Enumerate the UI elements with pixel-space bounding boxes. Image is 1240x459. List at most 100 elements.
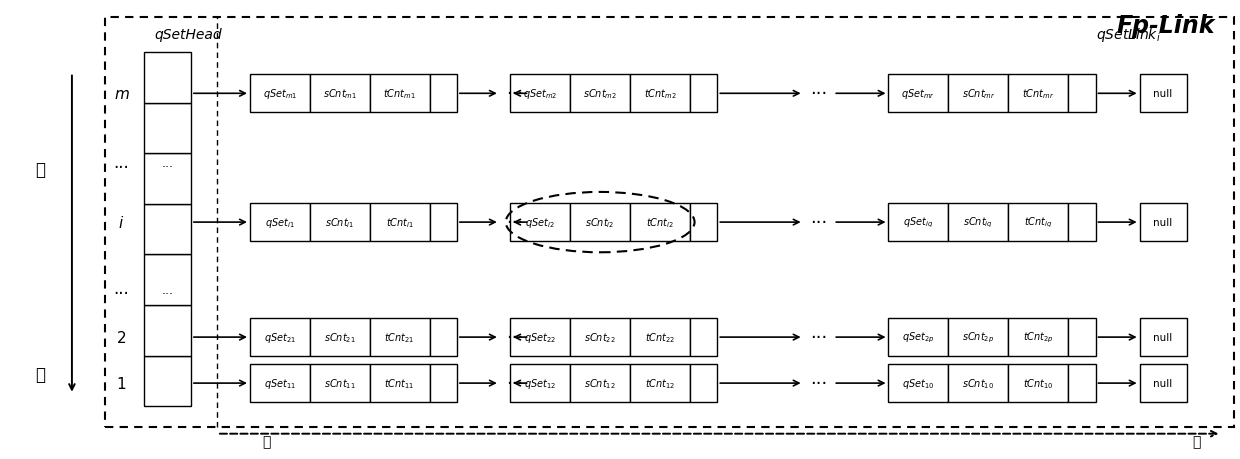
Text: null: null: [1153, 89, 1173, 99]
Bar: [1069, 319, 1096, 356]
Bar: [429, 319, 456, 356]
Bar: [1008, 75, 1069, 113]
Bar: [370, 204, 429, 241]
Bar: [1069, 364, 1096, 402]
Text: $tCnt_{i1}$: $tCnt_{i1}$: [386, 216, 414, 230]
Text: ···: ···: [506, 328, 523, 347]
Bar: [144, 204, 191, 255]
Bar: [689, 75, 717, 113]
Text: $tCnt_{iq}$: $tCnt_{iq}$: [1024, 215, 1053, 230]
Bar: [630, 75, 689, 113]
Text: $sCnt_{22}$: $sCnt_{22}$: [584, 330, 616, 344]
Bar: [888, 204, 949, 241]
Bar: [429, 204, 456, 241]
Bar: [105, 18, 1234, 427]
Text: $qSet_{iq}$: $qSet_{iq}$: [904, 215, 934, 230]
Text: ···: ···: [114, 158, 129, 177]
Text: ···: ···: [161, 161, 174, 174]
Text: $tCnt_{12}$: $tCnt_{12}$: [645, 376, 676, 390]
Text: $sCnt_{i2}$: $sCnt_{i2}$: [585, 216, 615, 230]
Text: ···: ···: [810, 328, 827, 347]
Bar: [949, 204, 1008, 241]
Text: $qSet_{2p}$: $qSet_{2p}$: [903, 330, 935, 345]
Text: $tCnt_{10}$: $tCnt_{10}$: [1023, 376, 1054, 390]
Bar: [949, 75, 1008, 113]
Text: 低: 低: [35, 365, 45, 383]
Text: $1$: $1$: [117, 375, 126, 391]
Text: $tCnt_{m2}$: $tCnt_{m2}$: [644, 87, 677, 101]
Text: null: null: [1153, 332, 1173, 342]
Text: ···: ···: [506, 213, 523, 232]
Text: $qSet_{mr}$: $qSet_{mr}$: [901, 87, 935, 101]
Text: ···: ···: [114, 285, 129, 303]
Bar: [370, 364, 429, 402]
Text: $qSetLink_i$: $qSetLink_i$: [1096, 25, 1161, 44]
Bar: [249, 319, 310, 356]
Bar: [570, 75, 630, 113]
Bar: [310, 364, 370, 402]
Text: $tCnt_{2p}$: $tCnt_{2p}$: [1023, 330, 1054, 345]
Text: ···: ···: [161, 287, 174, 300]
Text: $qSet_{11}$: $qSet_{11}$: [264, 376, 296, 390]
Bar: [511, 319, 570, 356]
Text: ···: ···: [506, 374, 523, 392]
Bar: [1140, 364, 1187, 402]
Bar: [689, 364, 717, 402]
Bar: [144, 103, 191, 154]
Text: null: null: [1153, 218, 1173, 228]
Text: $sCnt_{10}$: $sCnt_{10}$: [962, 376, 994, 390]
Bar: [144, 154, 191, 204]
Text: $sCnt_{2p}$: $sCnt_{2p}$: [962, 330, 994, 345]
Bar: [249, 204, 310, 241]
Text: Fp-Link: Fp-Link: [1116, 14, 1215, 38]
Text: $sCnt_{m2}$: $sCnt_{m2}$: [583, 87, 618, 101]
Bar: [630, 204, 689, 241]
Bar: [630, 364, 689, 402]
Bar: [144, 53, 191, 103]
Bar: [1140, 75, 1187, 113]
Bar: [249, 364, 310, 402]
Bar: [370, 319, 429, 356]
Text: $qSet_{22}$: $qSet_{22}$: [525, 330, 557, 344]
Text: $sCnt_{21}$: $sCnt_{21}$: [324, 330, 356, 344]
Text: $tCnt_{mr}$: $tCnt_{mr}$: [1022, 87, 1054, 101]
Bar: [888, 319, 949, 356]
Bar: [689, 204, 717, 241]
Text: $m$: $m$: [114, 87, 129, 101]
Bar: [1140, 319, 1187, 356]
Text: $qSet_{i2}$: $qSet_{i2}$: [526, 216, 556, 230]
Text: $qSet_{10}$: $qSet_{10}$: [903, 376, 935, 390]
Bar: [310, 319, 370, 356]
Bar: [511, 364, 570, 402]
Bar: [1069, 75, 1096, 113]
Text: $sCnt_{m1}$: $sCnt_{m1}$: [322, 87, 357, 101]
Bar: [1008, 319, 1069, 356]
Bar: [1008, 364, 1069, 402]
Text: ···: ···: [810, 213, 827, 232]
Bar: [310, 204, 370, 241]
Text: $tCnt_{22}$: $tCnt_{22}$: [645, 330, 676, 344]
Text: 后: 后: [1193, 435, 1200, 448]
Text: 前: 前: [263, 435, 270, 448]
Text: $qSet_{i1}$: $qSet_{i1}$: [265, 216, 295, 230]
Text: $qSet_{m1}$: $qSet_{m1}$: [263, 87, 298, 101]
Bar: [570, 364, 630, 402]
Bar: [1069, 204, 1096, 241]
Text: $tCnt_{11}$: $tCnt_{11}$: [384, 376, 415, 390]
Text: null: null: [1153, 378, 1173, 388]
Text: $qSet_{12}$: $qSet_{12}$: [525, 376, 557, 390]
Bar: [689, 319, 717, 356]
Text: $sCnt_{11}$: $sCnt_{11}$: [324, 376, 356, 390]
Text: $sCnt_{12}$: $sCnt_{12}$: [584, 376, 616, 390]
Text: $2$: $2$: [117, 330, 126, 345]
Bar: [1008, 204, 1069, 241]
Text: $i$: $i$: [119, 215, 124, 230]
Bar: [429, 364, 456, 402]
Bar: [888, 364, 949, 402]
Bar: [570, 204, 630, 241]
Text: qSetHead: qSetHead: [155, 28, 222, 41]
Text: $sCnt_{iq}$: $sCnt_{iq}$: [963, 215, 993, 230]
Text: $qSet_{21}$: $qSet_{21}$: [264, 330, 296, 344]
Text: $tCnt_{21}$: $tCnt_{21}$: [384, 330, 415, 344]
Text: $sCnt_{mr}$: $sCnt_{mr}$: [961, 87, 996, 101]
